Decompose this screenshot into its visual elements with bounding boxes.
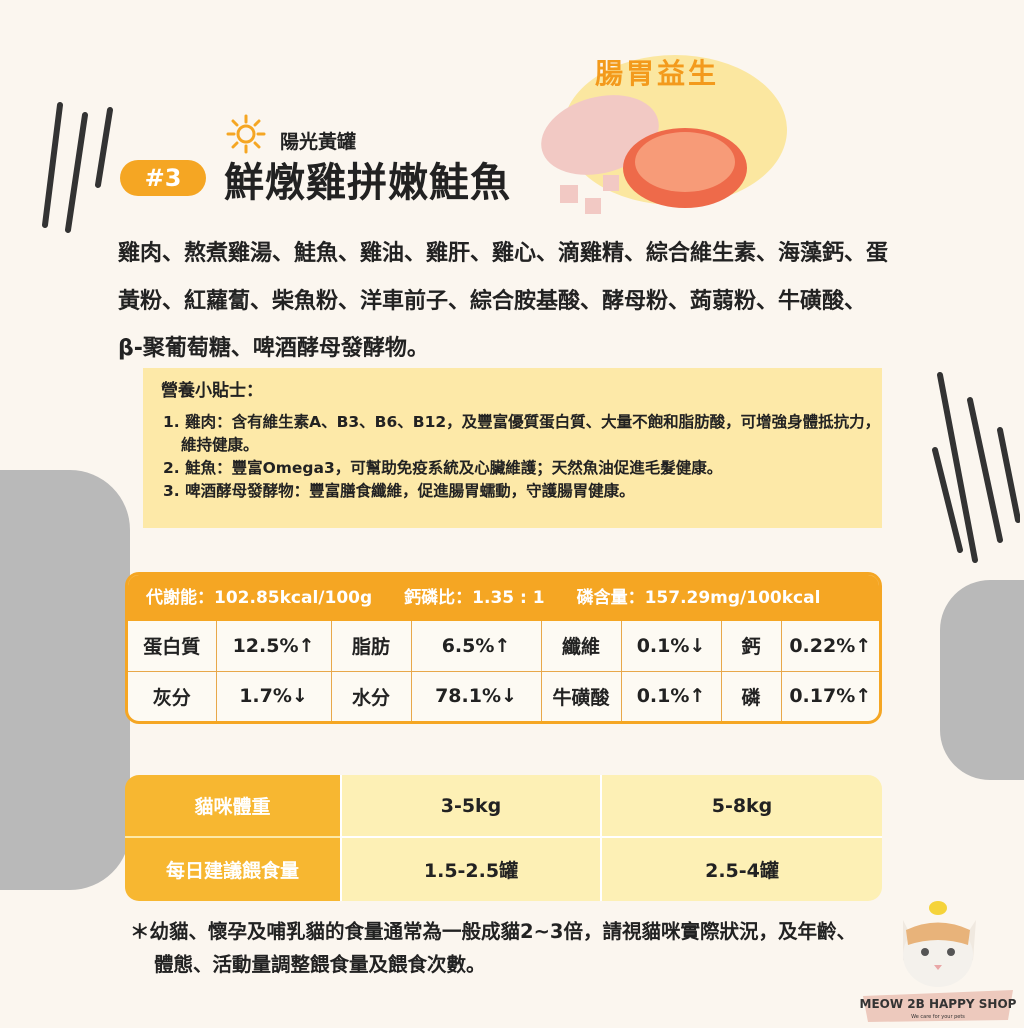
nutrient-label: 牛磺酸 — [540, 670, 622, 721]
nutrient-label: 蛋白質 — [128, 621, 217, 672]
table-row: 蛋白質 12.5%↑ 脂肪 6.5%↑ 纖維 0.1%↓ 鈣 0.22%↑ — [128, 621, 879, 672]
nutrient-label: 纖維 — [540, 621, 622, 672]
amount-value: 2.5-4罐 — [600, 838, 882, 901]
nutrient-value: 0.1%↓ — [620, 621, 722, 672]
nutrient-label: 灰分 — [128, 670, 217, 721]
nutrient-value: 0.17%↑ — [780, 670, 879, 721]
page-title: 鮮燉雞拼嫩鮭魚 — [224, 160, 511, 206]
tip-item: 1. 雞肉：含有維生素A、B3、B6、B12，及豐富優質蛋白質、大量不飽和脂肪酸… — [163, 413, 881, 454]
nutrient-label: 磷 — [720, 670, 782, 721]
scratch-marks-icon — [932, 372, 1020, 563]
paw-decoration — [0, 470, 130, 890]
phosphorus-content: 磷含量：157.29mg/100kcal — [576, 588, 821, 608]
tip-item: 2. 鮭魚：豐富Omega3，可幫助免疫系統及心臟維護；天然魚油促進毛髮健康。 — [163, 459, 723, 477]
nutrient-value: 12.5%↑ — [215, 621, 332, 672]
feeding-guide: 貓咪體重 3-5kg 5-8kg 每日建議餵食量 1.5-2.5罐 2.5-4罐 — [125, 775, 882, 901]
amount-value: 1.5-2.5罐 — [340, 838, 600, 901]
product-number-badge: #3 — [120, 160, 206, 196]
weight-label: 貓咪體重 — [125, 775, 340, 838]
nutrient-label: 脂肪 — [330, 621, 412, 672]
paw-decoration — [940, 580, 1024, 780]
shop-logo: MEOW 2B HAPPY SHOP We care for your pets — [858, 900, 1018, 1024]
logo-tagline: We care for your pets — [911, 1014, 965, 1020]
product-line: 陽光黃罐 — [280, 131, 357, 153]
nutrient-value: 1.7%↓ — [215, 670, 332, 721]
footnote: ＊幼貓、懷孕及哺乳貓的食量通常為一般成貓2~3倍，請視貓咪實際狀況，及年齡、體態… — [130, 920, 856, 976]
metabolic-energy: 代謝能：102.85kcal/100g — [146, 588, 373, 608]
weight-value: 5-8kg — [600, 775, 882, 838]
nutrient-label: 鈣 — [720, 621, 782, 672]
scratch-marks-icon — [42, 102, 113, 233]
benefit-label: 腸胃益生 — [595, 57, 720, 90]
sun-icon — [226, 114, 266, 154]
nutrition-summary: 代謝能：102.85kcal/100g 鈣磷比：1.35 : 1 磷含量：157.2… — [128, 575, 879, 621]
ingredients-list: 雞肉、熬煮雞湯、鮭魚、雞油、雞肝、雞心、滴雞精、綜合維生素、海藻鈣、蛋黃粉、紅蘿… — [118, 241, 889, 361]
logo-text: MEOW 2B HAPPY SHOP — [860, 997, 1017, 1011]
nutrient-label: 水分 — [330, 670, 412, 721]
nutrient-value: 0.22%↑ — [780, 621, 879, 672]
nutrition-table: 代謝能：102.85kcal/100g 鈣磷比：1.35 : 1 磷含量：157.2… — [125, 572, 882, 724]
food-illustration — [541, 55, 787, 214]
nutrient-value: 0.1%↑ — [620, 670, 722, 721]
tips-heading: 營養小貼士： — [161, 381, 263, 401]
table-row: 灰分 1.7%↓ 水分 78.1%↓ 牛磺酸 0.1%↑ 磷 0.17%↑ — [128, 670, 879, 721]
nutrient-value: 6.5%↑ — [410, 621, 542, 672]
ca-p-ratio: 鈣磷比：1.35 : 1 — [404, 588, 545, 608]
nutrient-value: 78.1%↓ — [410, 670, 542, 721]
nutrition-tips: 營養小貼士： 1. 雞肉：含有維生素A、B3、B6、B12，及豐富優質蛋白質、大… — [143, 368, 882, 528]
weight-value: 3-5kg — [340, 775, 600, 838]
tip-item: 3. 啤酒酵母發酵物：豐富膳食纖維，促進腸胃蠕動，守護腸胃健康。 — [163, 482, 635, 500]
amount-label: 每日建議餵食量 — [125, 838, 340, 901]
